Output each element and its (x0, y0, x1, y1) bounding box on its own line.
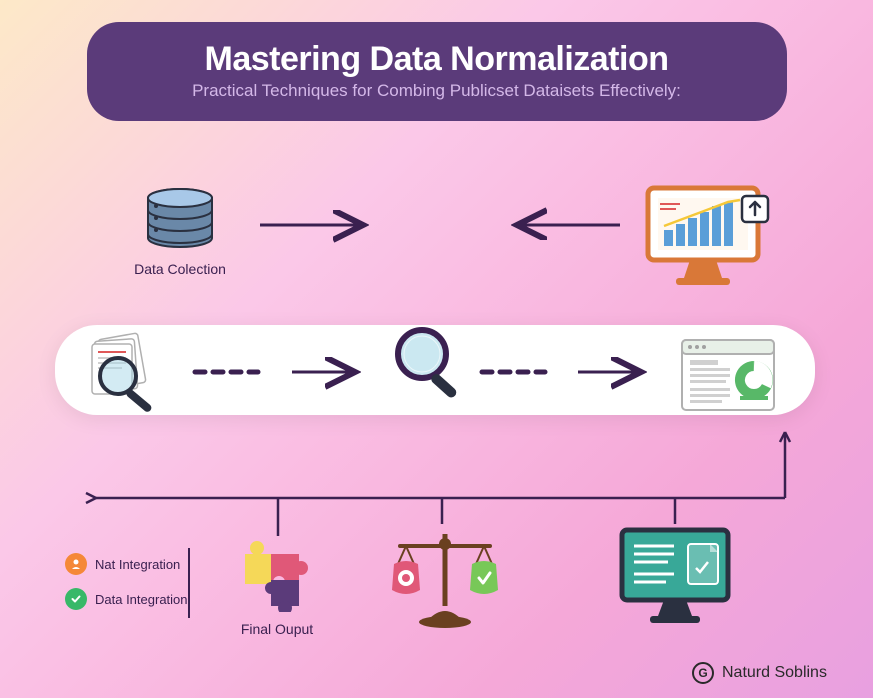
check-badge-icon (65, 588, 87, 610)
database-node: Data Colection (130, 188, 230, 277)
magnifier-center-node (390, 324, 468, 411)
brand-logo-icon: G (692, 662, 714, 684)
scales-icon (380, 524, 510, 634)
browser-icon (680, 338, 776, 412)
puzzle-node: Final Ouput (232, 540, 322, 637)
puzzle-icon (235, 540, 319, 612)
title-subtitle: Practical Techniques for Combing Publics… (127, 81, 747, 101)
legend-label-0: Nat Integration (95, 557, 180, 572)
legend-label-1: Data Integration (95, 592, 188, 607)
monitor-chart-icon (640, 182, 780, 290)
legend-item-data-integration: Data Integration (65, 588, 188, 610)
browser-node (680, 338, 776, 417)
brand-text: Naturd Soblins (722, 664, 827, 682)
magnifier-icon (390, 324, 468, 406)
database-label: Data Colection (130, 261, 230, 277)
docs-magnifier-node (82, 332, 174, 419)
monitor-doc-icon (618, 526, 736, 626)
docs-magnifier-icon (82, 332, 174, 414)
database-icon (140, 188, 220, 250)
scales-node (380, 524, 510, 639)
monitor-chart-node (640, 182, 780, 295)
legend-item-not-integration: Nat Integration (65, 553, 180, 575)
person-badge-icon (65, 553, 87, 575)
monitor-doc-node (618, 526, 736, 631)
footer-brand: G Naturd Soblins (692, 662, 827, 684)
title-main: Mastering Data Normalization (127, 40, 747, 79)
legend-divider (188, 548, 190, 618)
title-banner: Mastering Data Normalization Practical T… (87, 22, 787, 121)
puzzle-label: Final Ouput (232, 621, 322, 637)
